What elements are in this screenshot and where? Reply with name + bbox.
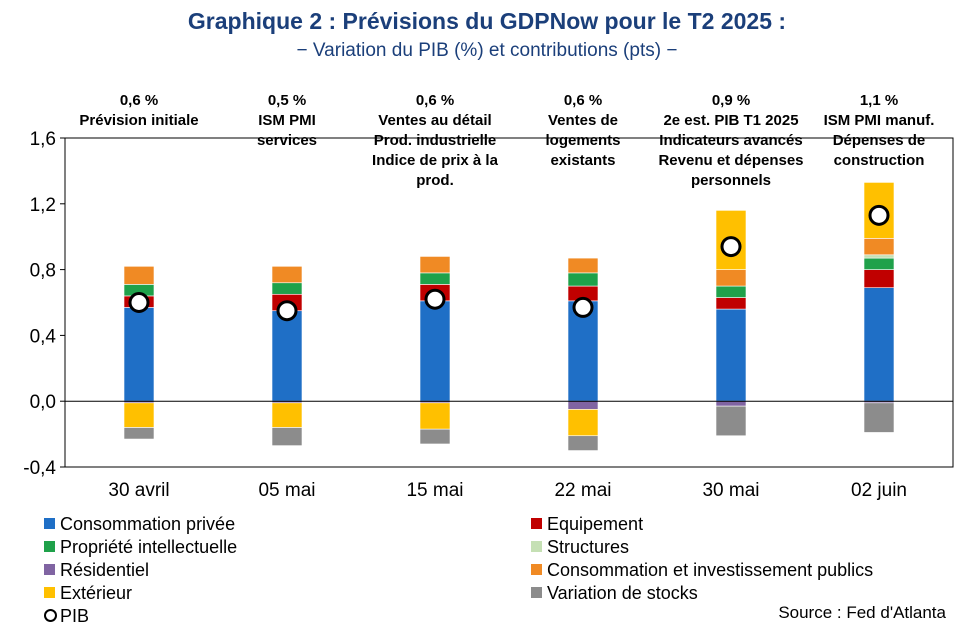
annotation-line: 0,6 % — [564, 92, 602, 109]
bar-segment — [863, 238, 895, 256]
legend-label: Résidentiel — [60, 560, 150, 580]
bar-segment — [419, 272, 451, 285]
annotation-line: Prod. industrielle — [374, 132, 497, 149]
y-tick-label: 0,8 — [30, 261, 56, 282]
bar-segment — [271, 427, 303, 446]
y-tick-label: -0,4 — [23, 458, 56, 479]
bar-segment — [567, 400, 599, 410]
plot-area-frame — [64, 137, 954, 468]
annotation-line: Prévision initiale — [79, 112, 198, 129]
annotation-line: Dépenses de — [833, 132, 926, 149]
y-tick-label: 1,6 — [30, 129, 56, 150]
legend-label: Consommation et investissement publics — [547, 560, 874, 580]
pib-marker — [128, 292, 150, 313]
bar-segment — [567, 409, 599, 437]
legend-swatch — [44, 518, 55, 529]
x-tick-label: 30 mai — [702, 480, 759, 501]
annotation-line: 1,1 % — [860, 92, 898, 109]
legend-swatch — [531, 564, 542, 575]
pib-marker — [276, 300, 298, 322]
bar-segment — [123, 427, 155, 440]
bar-segment — [271, 282, 303, 295]
bar-segment — [271, 310, 303, 402]
legend-label: Consommation privée — [60, 514, 236, 534]
source-note: Source : Fed d'Atlanta — [778, 603, 946, 622]
bar-segment — [715, 400, 747, 407]
annotation-line: Revenu et dépenses — [658, 152, 803, 169]
x-tick-label: 05 mai — [258, 480, 315, 501]
x-tick-label: 30 avril — [108, 480, 169, 501]
bar-segment — [567, 435, 599, 451]
legend-swatch — [531, 541, 542, 552]
annotation-line: ISM PMI — [258, 112, 316, 129]
x-tick-label: 22 mai — [554, 480, 611, 501]
legend-swatch — [44, 587, 55, 598]
legend-swatch — [44, 541, 55, 552]
legend-swatch — [531, 518, 542, 529]
y-tick-label: 0,4 — [30, 326, 57, 347]
legend-label: Variation de stocks — [547, 583, 698, 603]
bar-segment — [863, 402, 895, 433]
chart-subtitle: − Variation du PIB (%) et contributions … — [296, 40, 678, 61]
bar-segment — [271, 266, 303, 284]
bar-segment — [567, 257, 599, 274]
annotation-line: 2e est. PIB T1 2025 — [663, 112, 798, 129]
bar-segment — [863, 269, 895, 288]
pib-marker — [572, 296, 594, 318]
bar-segment — [715, 269, 747, 287]
bar-segment — [863, 257, 895, 270]
legend-swatch — [531, 587, 542, 598]
bar-segment — [715, 297, 747, 310]
annotation-line: Indice de prix à la — [372, 152, 499, 169]
bar-segment — [123, 266, 155, 285]
annotation-line: prod. — [416, 172, 454, 189]
annotation-line: services — [257, 132, 317, 149]
bar-segment — [863, 287, 895, 402]
pib-marker-icon — [44, 609, 57, 622]
pib-marker — [720, 236, 742, 258]
annotation-line: Indicateurs avancés — [659, 132, 802, 149]
bar-segment — [419, 402, 451, 430]
x-tick-label: 02 juin — [851, 480, 907, 501]
bar-segment — [419, 428, 451, 445]
annotation-line: personnels — [691, 172, 771, 189]
y-tick-label: 1,2 — [30, 195, 56, 216]
bar-segment — [715, 405, 747, 437]
annotation-line: 0,5 % — [268, 92, 306, 109]
annotation-line: 0,6 % — [120, 92, 158, 109]
legend-label: Propriété intellectuelle — [60, 537, 238, 557]
bar-segment — [863, 254, 895, 259]
annotation-line: logements — [545, 132, 620, 149]
annotation-line: 0,6 % — [416, 92, 454, 109]
legend-swatch — [44, 564, 55, 575]
annotation-line: Ventes au détail — [378, 112, 491, 129]
legend-label: Structures — [547, 537, 630, 557]
bar-segment — [715, 285, 747, 298]
bar-segment — [419, 300, 451, 402]
bar-segment — [715, 308, 747, 402]
annotation-line: 0,9 % — [712, 92, 750, 109]
annotation-line: ISM PMI manuf. — [824, 112, 935, 129]
annotation-line: construction — [834, 152, 925, 169]
bar-segment — [419, 256, 451, 274]
bar-segment — [271, 402, 303, 428]
legend-label: Equipement — [547, 514, 644, 534]
annotation-line: Ventes de — [548, 112, 618, 129]
legend-label: Extérieur — [60, 583, 133, 603]
bar-segment — [567, 272, 599, 287]
chart-title: Graphique 2 : Prévisions du GDPNow pour … — [187, 8, 787, 34]
annotation-line: existants — [550, 152, 615, 169]
y-tick-label: 0,0 — [30, 392, 56, 413]
bar-segment — [123, 307, 155, 402]
legend-label: PIB — [60, 606, 90, 626]
bar-segment — [123, 402, 155, 428]
x-tick-label: 15 mai — [406, 480, 463, 501]
pib-marker — [868, 204, 890, 226]
pib-marker — [424, 288, 446, 310]
